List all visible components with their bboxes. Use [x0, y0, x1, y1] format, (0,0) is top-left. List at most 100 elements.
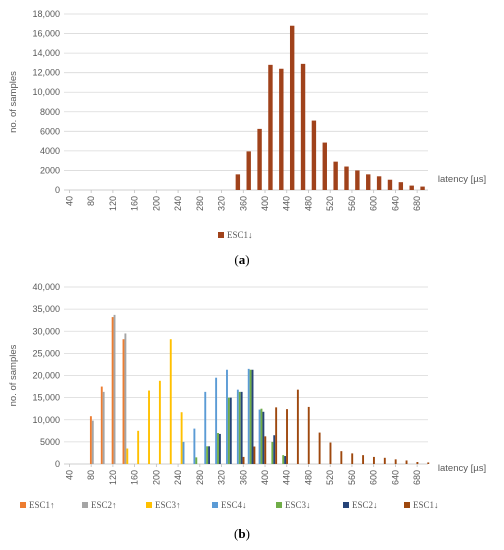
figure-caption: (b) [234, 526, 250, 541]
legend-swatch [82, 502, 88, 508]
y-tick-label: 2000 [40, 165, 60, 175]
bar [398, 182, 404, 190]
bar [247, 368, 250, 464]
bar [204, 391, 207, 464]
bar [394, 459, 397, 464]
y-tick-label: 35,000 [32, 304, 60, 314]
x-tick-label: 280 [195, 196, 205, 211]
legend-entry: ESC1↓ [227, 230, 253, 240]
legend-entry: ESC2↑ [91, 500, 117, 510]
x-tick-label: 200 [151, 470, 161, 485]
legend-entry: ESC1↓ [413, 500, 439, 510]
bar [273, 435, 276, 464]
x-tick-label: 40 [64, 470, 74, 480]
bar [268, 64, 273, 190]
y-axis-label: no. of samples [8, 344, 19, 406]
x-tick-label: 40 [64, 196, 74, 206]
x-tick-label: 80 [86, 470, 96, 480]
x-tick-label: 560 [347, 196, 357, 211]
x-tick-label: 440 [282, 196, 292, 211]
bar [387, 179, 393, 190]
bar [289, 25, 295, 190]
y-tick-label: 0 [55, 185, 60, 195]
x-tick-label: 640 [390, 196, 400, 211]
x-tick-label: 280 [195, 470, 205, 485]
bar [208, 446, 211, 464]
bar [193, 428, 196, 464]
y-tick-label: 0 [55, 459, 60, 469]
legend-entry: ESC1↑ [29, 500, 55, 510]
bar [311, 120, 317, 190]
x-tick-label: 200 [151, 196, 161, 211]
bar [286, 409, 288, 464]
y-tick-label: 8000 [40, 107, 60, 117]
bar [420, 186, 425, 190]
x-tick-label: 360 [238, 470, 248, 485]
y-tick-label: 5000 [40, 437, 60, 447]
bar [322, 142, 327, 190]
bar [122, 339, 125, 464]
x-tick-label: 320 [217, 196, 227, 211]
bar [249, 369, 252, 464]
legend-swatch [218, 232, 224, 238]
bar [329, 442, 332, 464]
bar [405, 460, 408, 464]
bar [282, 455, 285, 464]
x-axis-label: latency [µs] [438, 174, 486, 185]
bar [275, 407, 278, 464]
bar [158, 380, 161, 464]
bar [253, 446, 256, 464]
bar [318, 432, 321, 464]
bar [307, 406, 310, 464]
y-tick-label: 10,000 [32, 87, 60, 97]
y-tick-label: 4000 [40, 146, 60, 156]
bar [372, 456, 375, 464]
bar [124, 333, 127, 464]
y-axis-label: no. of samples [8, 71, 19, 133]
x-tick-label: 320 [217, 470, 227, 485]
bar [296, 389, 299, 464]
bar [195, 457, 198, 464]
bar [409, 185, 414, 190]
y-tick-label: 15,000 [32, 393, 60, 403]
legend-swatch [146, 502, 152, 508]
bar [240, 391, 243, 464]
bar [182, 441, 185, 464]
legend-entry: ESC3↓ [285, 500, 311, 510]
bar [362, 455, 365, 464]
bar [333, 161, 338, 190]
bar [137, 430, 140, 464]
bar [180, 412, 183, 464]
x-tick-label: 120 [108, 470, 118, 485]
y-tick-label: 20,000 [32, 371, 60, 381]
bar [236, 389, 239, 464]
bar [246, 151, 251, 190]
legend-swatch [404, 502, 410, 508]
x-tick-label: 400 [260, 196, 270, 211]
y-tick-label: 6000 [40, 126, 60, 136]
x-tick-label: 520 [325, 196, 335, 211]
bar [251, 369, 254, 464]
bar [344, 166, 349, 190]
y-tick-label: 16,000 [32, 29, 60, 39]
bar [262, 411, 265, 464]
x-tick-label: 240 [173, 196, 183, 211]
x-tick-label: 640 [390, 470, 400, 485]
bar [169, 339, 172, 464]
x-tick-label: 160 [130, 196, 140, 211]
bar [340, 451, 343, 464]
x-tick-label: 680 [412, 196, 422, 211]
bar [218, 433, 221, 464]
bar [383, 457, 386, 464]
x-tick-label: 520 [325, 470, 335, 485]
bar [148, 390, 150, 464]
x-tick-label: 360 [238, 196, 248, 211]
bar [271, 441, 274, 464]
bar [91, 420, 94, 464]
y-tick-label: 14,000 [32, 48, 60, 58]
bar [351, 453, 354, 464]
bar [376, 176, 382, 190]
y-tick-label: 18,000 [32, 9, 60, 19]
bar [284, 456, 287, 464]
